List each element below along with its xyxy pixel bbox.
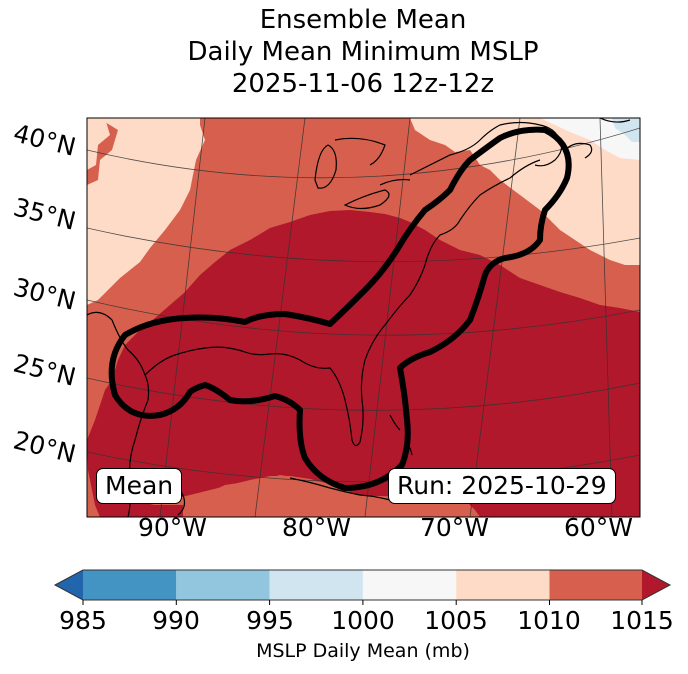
- colorbar-label-985: 985: [59, 606, 107, 635]
- field-1010-1015-south: [140, 476, 480, 517]
- colorbar-label-995: 995: [246, 606, 294, 635]
- coast-canada: [409, 121, 563, 176]
- map-frame: [86, 117, 641, 518]
- colorbar-extend-under: [55, 570, 83, 600]
- coast-labrador: [599, 118, 631, 123]
- parallel-25n: [87, 377, 640, 411]
- mslp-contour: [108, 126, 572, 491]
- title-line-1: Ensemble Mean: [259, 5, 467, 35]
- lon-label-80w: 80°W: [282, 513, 352, 542]
- lake-erie: [343, 189, 390, 210]
- coast-us-gulf-east: [144, 159, 541, 447]
- coastlines: [87, 118, 631, 517]
- coast-newfoundland: [564, 142, 593, 159]
- meridian-75w: [364, 118, 411, 517]
- lake-superior-huron: [334, 137, 386, 166]
- colorbar-label-1015: 1015: [610, 606, 674, 635]
- meridian-60w: [599, 118, 613, 517]
- colorbar-title: MSLP Daily Mean (mb): [256, 640, 470, 662]
- meridian-85w: [254, 118, 306, 517]
- chart-title: Ensemble Mean Daily Mean Minimum MSLP 20…: [0, 4, 688, 100]
- lon-label-60w: 60°W: [564, 513, 634, 542]
- colorbar-label-990: 990: [152, 606, 200, 635]
- parallel-30n: [87, 299, 640, 336]
- colorbar-bin-1010-1015: [549, 570, 642, 600]
- title-line-2: Daily Mean Minimum MSLP: [187, 37, 539, 67]
- lon-label-70w: 70°W: [420, 513, 490, 542]
- run-date-annotation-box: Run: 2025-10-29: [388, 468, 616, 504]
- colorbar-bin-990-995: [176, 570, 270, 600]
- graticule: [87, 118, 640, 517]
- colorbar-bin-995-1000: [269, 570, 363, 600]
- colorbar-extend-over: [642, 570, 670, 600]
- meridian-70w-b: [469, 118, 521, 517]
- colorbar-bin-985-990: [83, 570, 177, 600]
- colorbar-bin-1005-1010: [456, 570, 550, 600]
- field-1005-1010-west: [87, 118, 205, 305]
- colorbar-label-1000: 1000: [331, 606, 395, 635]
- title-line-3: 2025-11-06 12z-12z: [231, 69, 495, 99]
- colorbar-bin-1000-1005: [362, 570, 457, 600]
- colorbar-label-1005: 1005: [424, 606, 488, 635]
- map-area: [87, 118, 640, 517]
- colorbar-label-1010: 1010: [517, 606, 581, 635]
- field-over-1015: [87, 210, 640, 517]
- lake-ontario: [379, 178, 411, 186]
- field-1000-1005: [540, 118, 640, 160]
- lake-michigan: [314, 144, 337, 189]
- lon-label-90w: 90°W: [138, 513, 208, 542]
- mean-annotation-box: Mean: [96, 468, 183, 504]
- coast-cuba: [289, 477, 391, 501]
- parallel-35n: [87, 227, 640, 263]
- colorbar: [53, 569, 672, 605]
- field-1005-1010-west-b: [87, 118, 110, 170]
- field-over-1015-sw: [128, 505, 183, 517]
- field-1005-1010-east: [410, 118, 640, 265]
- field-995-1000: [612, 118, 640, 142]
